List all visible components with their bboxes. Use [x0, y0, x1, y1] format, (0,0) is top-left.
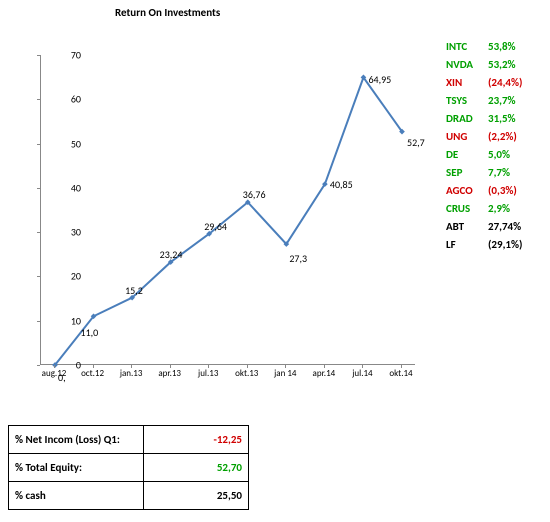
legend-item: NVDA 53,2%: [446, 56, 522, 74]
table-row: % cash25,50: [9, 482, 249, 510]
data-label: 0,: [58, 371, 66, 384]
x-tick-mark: [247, 365, 248, 368]
legend-value: (0,3%): [488, 182, 517, 200]
data-label: 11,0: [81, 326, 99, 339]
x-tick-label: jan.13: [111, 368, 151, 379]
table-row: % Total Equity:52,70: [9, 454, 249, 482]
y-tick-mark: [37, 144, 40, 145]
data-label: 15,2: [125, 284, 143, 297]
data-label: 27,3: [289, 252, 307, 265]
legend-item: CRUS 2,9%: [446, 200, 522, 218]
y-tick-label: 40: [57, 181, 81, 194]
legend-item: UNG (2,2%): [446, 128, 522, 146]
x-tick-label: okt.14: [381, 368, 421, 379]
legend-value: 31,5%: [488, 110, 516, 128]
legend: INTC53,8%NVDA53,2%XIN(24,4%)TSYS23,7%DRA…: [446, 38, 522, 254]
data-label: 23,24: [160, 248, 183, 261]
legend-value: 53,2%: [488, 56, 516, 74]
legend-value: 5,0%: [488, 146, 510, 164]
y-tick-mark: [37, 276, 40, 277]
legend-item: AGCO (0,3%): [446, 182, 522, 200]
x-tick-mark: [324, 365, 325, 368]
legend-value: 23,7%: [488, 92, 516, 110]
table-label: % Total Equity:: [9, 454, 144, 482]
y-tick-mark: [37, 232, 40, 233]
x-tick-label: apr.13: [150, 368, 190, 379]
table-row: % Net Incom (Loss) Q1:-12,25: [9, 426, 249, 454]
y-tick-label: 30: [57, 226, 81, 239]
legend-ticker: LF: [446, 236, 482, 254]
data-label: 29,64: [204, 220, 227, 233]
table-value: 25,50: [144, 482, 249, 510]
data-label: 52,7: [407, 136, 425, 149]
x-tick-mark: [401, 365, 402, 368]
x-tick-label: jan 14: [265, 368, 305, 379]
data-label: 40,85: [330, 178, 353, 191]
legend-item: INTC 53,8%: [446, 38, 522, 56]
table-value: -12,25: [144, 426, 249, 454]
y-tick-mark: [37, 365, 40, 366]
legend-ticker: XIN: [446, 74, 482, 92]
x-tick-mark: [131, 365, 132, 368]
y-tick-label: 60: [57, 93, 81, 106]
table-label: % cash: [9, 482, 144, 510]
y-tick-label: 50: [57, 137, 81, 150]
legend-ticker: DRAD: [446, 110, 482, 128]
table-label: % Net Incom (Loss) Q1:: [9, 426, 144, 454]
summary-table: % Net Incom (Loss) Q1:-12,25% Total Equi…: [8, 425, 249, 510]
legend-value: (2,2%): [488, 128, 517, 146]
legend-value: 2,9%: [488, 200, 510, 218]
chart-title: Return On Investments: [115, 6, 220, 19]
x-tick-mark: [93, 365, 94, 368]
line-chart: [41, 55, 416, 365]
legend-item: XIN (24,4%): [446, 74, 522, 92]
y-tick-mark: [37, 99, 40, 100]
legend-value: 53,8%: [488, 38, 516, 56]
legend-value: 7,7%: [488, 164, 510, 182]
legend-ticker: UNG: [446, 128, 482, 146]
y-tick-label: 10: [57, 314, 81, 327]
legend-ticker: SEP: [446, 164, 482, 182]
legend-ticker: CRUS: [446, 200, 482, 218]
x-tick-label: jul.13: [188, 368, 228, 379]
x-tick-mark: [362, 365, 363, 368]
legend-value: (24,4%): [488, 74, 522, 92]
legend-item: LF (29,1%): [446, 236, 522, 254]
legend-ticker: INTC: [446, 38, 482, 56]
data-label: 64,95: [368, 73, 391, 86]
y-tick-label: 20: [57, 270, 81, 283]
legend-item: DE 5,0%: [446, 146, 522, 164]
chart-area: 010203040506070aug.12oct.12jan.13apr.13j…: [10, 30, 430, 400]
x-tick-label: oct.12: [73, 368, 113, 379]
x-tick-mark: [285, 365, 286, 368]
legend-ticker: ABT: [446, 218, 482, 236]
plot-box: [40, 55, 415, 365]
x-tick-label: okt.13: [227, 368, 267, 379]
x-tick-label: aug.12: [34, 368, 74, 379]
table-value: 52,70: [144, 454, 249, 482]
legend-value: 27,74%: [488, 218, 521, 236]
legend-ticker: NVDA: [446, 56, 482, 74]
legend-ticker: AGCO: [446, 182, 482, 200]
legend-ticker: DE: [446, 146, 482, 164]
x-tick-label: jul.14: [342, 368, 382, 379]
legend-item: DRAD 31,5%: [446, 110, 522, 128]
legend-item: TSYS 23,7%: [446, 92, 522, 110]
legend-item: SEP 7,7%: [446, 164, 522, 182]
legend-ticker: TSYS: [446, 92, 482, 110]
x-tick-mark: [208, 365, 209, 368]
y-tick-mark: [37, 321, 40, 322]
y-tick-label: 70: [57, 49, 81, 62]
x-tick-mark: [170, 365, 171, 368]
x-tick-mark: [54, 365, 55, 368]
legend-item: ABT 27,74%: [446, 218, 522, 236]
y-tick-mark: [37, 188, 40, 189]
data-label: 36,76: [243, 188, 266, 201]
x-tick-label: apr.14: [304, 368, 344, 379]
series-line: [55, 77, 402, 365]
y-tick-mark: [37, 55, 40, 56]
legend-value: (29,1%): [488, 236, 522, 254]
